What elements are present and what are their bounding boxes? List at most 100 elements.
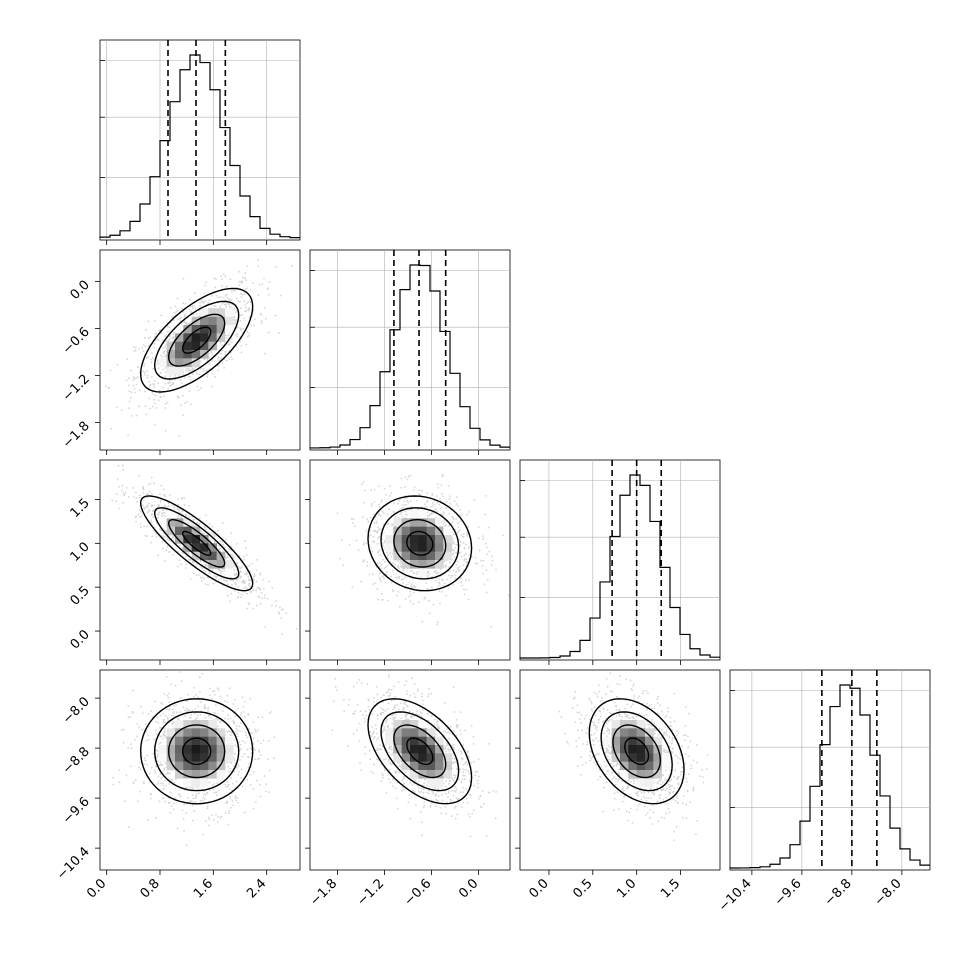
sample-point — [202, 301, 205, 303]
sample-point — [377, 598, 380, 601]
sample-point — [246, 265, 249, 267]
sample-point — [124, 491, 127, 494]
sample-point — [216, 687, 219, 690]
density-cell — [166, 518, 176, 527]
sample-point — [226, 761, 229, 764]
sample-point — [185, 555, 188, 557]
sample-point — [135, 515, 138, 518]
sample-point — [215, 791, 218, 794]
sample-point — [249, 773, 252, 776]
sample-point — [260, 320, 263, 323]
sample-point — [379, 528, 382, 531]
sample-point — [142, 350, 145, 352]
sample-point — [168, 551, 171, 554]
sample-point — [185, 844, 188, 847]
density-cell — [418, 551, 427, 561]
sample-point — [241, 280, 244, 282]
sample-point — [240, 345, 243, 347]
sample-point — [162, 712, 165, 715]
sample-point — [452, 537, 454, 540]
sample-point — [207, 583, 209, 586]
sample-point — [236, 732, 238, 735]
sample-point — [178, 435, 181, 437]
sample-point — [427, 570, 430, 572]
contour-level — [153, 507, 240, 580]
sample-point — [158, 505, 160, 507]
sample-point — [211, 360, 214, 362]
sample-point — [230, 554, 233, 556]
sample-point — [237, 585, 240, 588]
sample-point — [153, 346, 156, 349]
sample-point — [490, 564, 493, 566]
sample-point — [362, 543, 365, 546]
sample-point — [189, 375, 192, 378]
sample-point — [185, 321, 188, 324]
sample-point — [151, 357, 154, 359]
sample-point — [217, 356, 220, 359]
sample-point — [261, 597, 264, 600]
sample-point — [167, 708, 170, 711]
sample-point — [229, 306, 232, 309]
sample-point — [149, 797, 152, 800]
sample-point — [144, 371, 146, 374]
sample-point — [454, 547, 457, 549]
sample-point — [215, 813, 217, 816]
sample-point — [152, 510, 154, 513]
sample-point — [374, 530, 377, 532]
sample-point — [209, 350, 212, 353]
sample-point — [121, 489, 123, 492]
sample-point — [164, 371, 167, 374]
sample-point — [245, 554, 248, 556]
sample-point — [428, 599, 430, 602]
sample-point — [438, 582, 441, 585]
sample-point — [239, 340, 241, 343]
sample-point — [128, 390, 131, 393]
sample-point — [232, 804, 235, 807]
sample-point — [205, 370, 208, 373]
sample-point — [131, 711, 134, 714]
sample-point — [144, 723, 147, 726]
sample-point — [468, 815, 471, 818]
sample-point — [248, 603, 251, 605]
density-cell — [410, 543, 419, 552]
sample-point — [155, 720, 157, 723]
sample-point — [186, 693, 189, 696]
sample-point — [243, 540, 246, 542]
sample-point — [259, 754, 262, 756]
sample-point — [177, 395, 180, 398]
sample-point — [250, 747, 252, 750]
sample-point — [454, 574, 457, 576]
scatter-panel-1-0 — [99, 249, 301, 451]
sample-point — [452, 575, 454, 577]
sample-point — [389, 552, 392, 555]
sample-point — [168, 502, 170, 505]
sample-point — [219, 695, 222, 698]
density-cell — [191, 778, 201, 787]
sample-point — [201, 567, 204, 570]
sample-point — [481, 564, 484, 567]
sample-point — [257, 294, 260, 297]
sample-point — [251, 589, 254, 592]
sample-point — [212, 582, 215, 585]
sample-point — [162, 721, 165, 724]
sample-point — [465, 797, 468, 800]
sample-point — [206, 373, 209, 376]
sample-point — [177, 503, 180, 506]
sample-point — [227, 785, 230, 788]
sample-point — [436, 621, 439, 624]
density-cell — [418, 568, 427, 577]
sample-point — [159, 529, 162, 532]
sample-point — [127, 826, 130, 829]
density-cell — [208, 333, 217, 342]
sample-point — [268, 712, 271, 715]
sample-point — [239, 567, 242, 569]
sample-point — [173, 705, 176, 707]
sample-point — [372, 530, 375, 533]
sample-point — [237, 595, 240, 598]
sample-point — [169, 375, 172, 378]
sample-point — [268, 791, 270, 793]
sample-point — [213, 534, 216, 537]
sample-point — [192, 797, 195, 800]
sample-point — [350, 518, 353, 520]
sample-point — [387, 760, 390, 762]
